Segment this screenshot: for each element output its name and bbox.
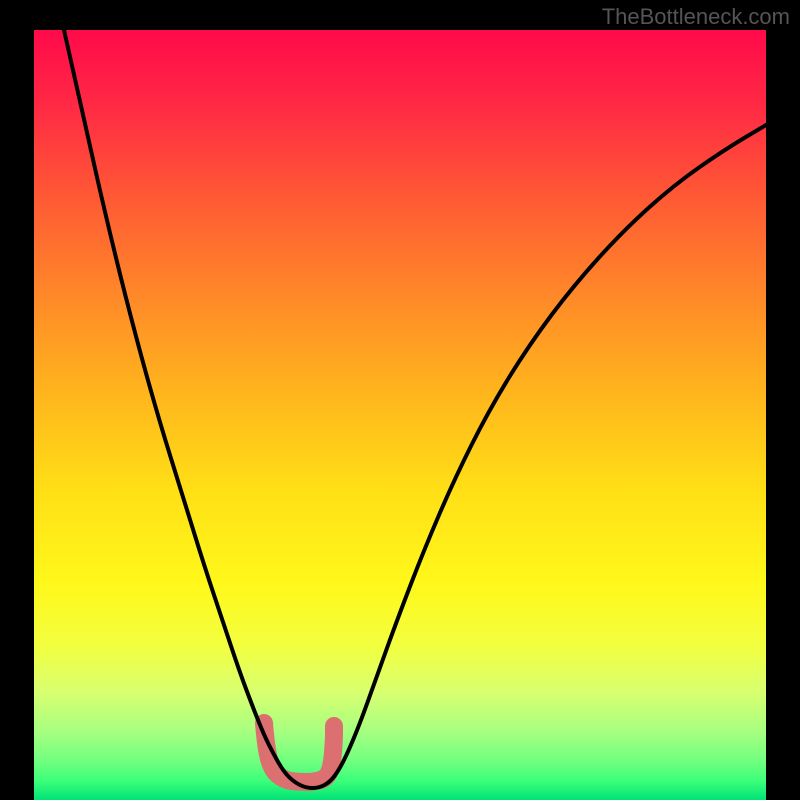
bottleneck-chart <box>0 0 800 800</box>
watermark-text: TheBottleneck.com <box>602 4 790 30</box>
gradient-background <box>34 30 766 800</box>
plot-area <box>34 30 766 800</box>
chart-frame: TheBottleneck.com <box>0 0 800 800</box>
